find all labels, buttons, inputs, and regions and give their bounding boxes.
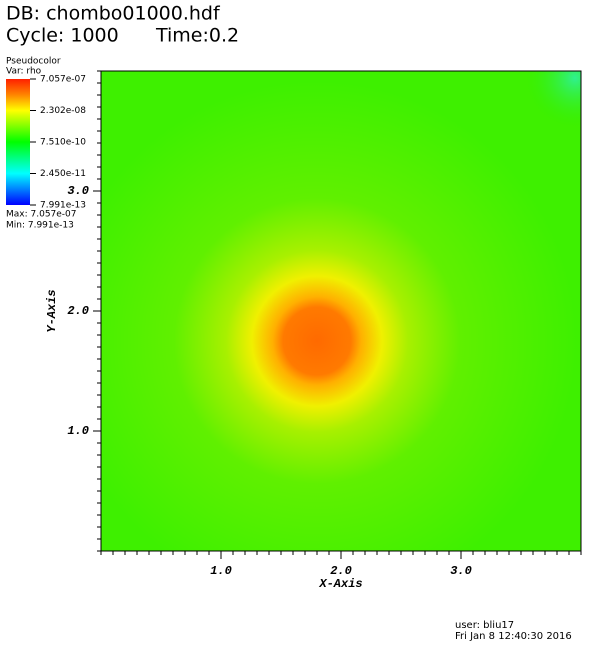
colorbar-tick-label: 7.057e-07	[40, 75, 86, 85]
y-tick-label: 2.0	[67, 304, 89, 318]
colorbar-tick-label: 2.450e-11	[40, 169, 86, 179]
colorbar	[6, 79, 30, 205]
field-corner	[101, 71, 581, 551]
colorbar-tick-label: 7.991e-13	[40, 201, 86, 211]
colorbar-tick-label: 2.302e-08	[40, 106, 86, 116]
y-tick-label: 1.0	[67, 424, 89, 438]
legend-min: Min: 7.991e-13	[6, 221, 74, 231]
x-tick-label: 2.0	[330, 564, 352, 578]
y-axis-title: Y-Axis	[45, 289, 59, 332]
y-tick-label: 3.0	[67, 184, 89, 198]
colorbar-tick-label: 7.510e-10	[40, 137, 86, 147]
user: user: bliu17	[455, 620, 514, 631]
db-title: DB: chombo01000.hdf	[6, 3, 221, 25]
time: Time:0.2	[155, 25, 239, 47]
legend-title: Pseudocolor	[6, 57, 61, 67]
x-axis-title: X-Axis	[318, 577, 362, 591]
cycle: Cycle: 1000	[6, 25, 119, 47]
legend-max: Max: 7.057e-07	[6, 210, 77, 220]
x-tick-label: 1.0	[210, 564, 232, 578]
legend-var: Var: rho	[6, 67, 42, 77]
x-tick-label: 3.0	[450, 564, 472, 578]
timestamp: Fri Jan 8 12:40:30 2016	[455, 631, 572, 642]
